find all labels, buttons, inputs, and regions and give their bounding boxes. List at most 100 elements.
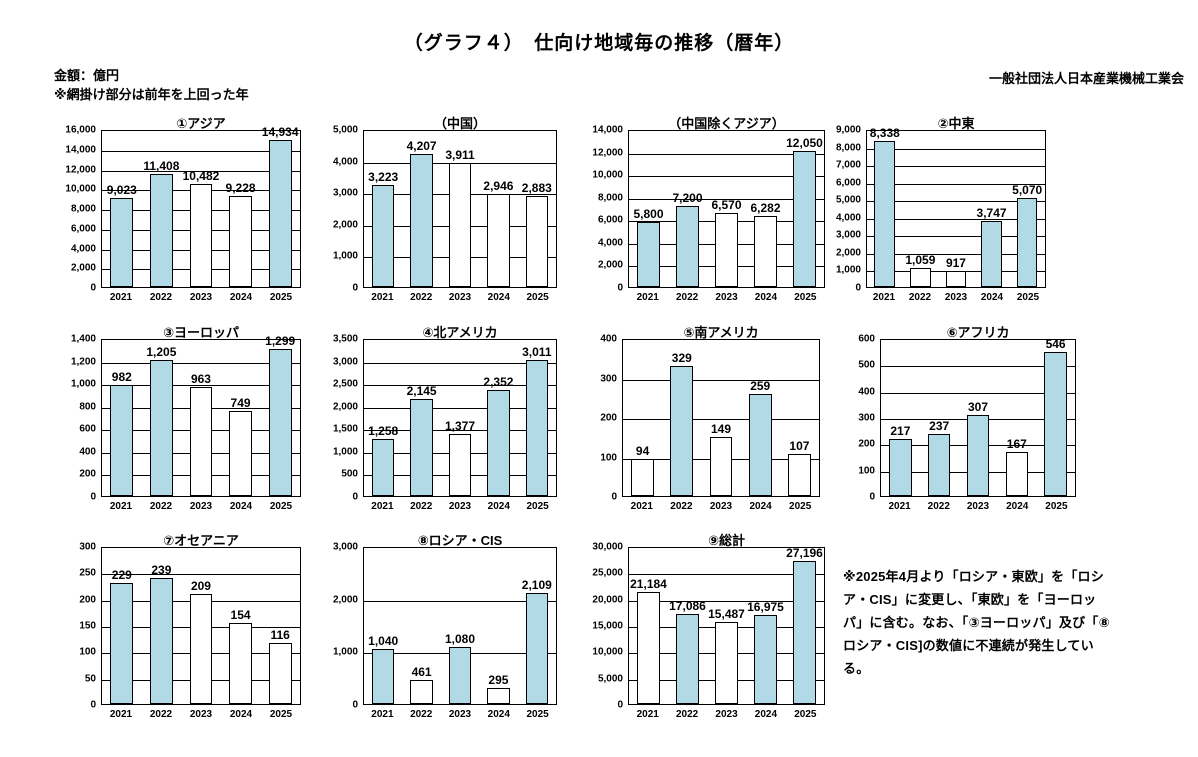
- bar-2023[interactable]: 1,377: [445, 419, 475, 496]
- gridline: [629, 176, 824, 178]
- plot-area-asia: 0 2,000 4,000 6,000 8,000 10,000 12,000 14,000 1…: [48, 125, 301, 310]
- bar-2021[interactable]: 3,223: [368, 170, 398, 287]
- x-tick-label: 2021: [109, 292, 133, 303]
- bar-2023[interactable]: 1,080: [445, 632, 475, 704]
- bar-slot: 1,258: [364, 340, 402, 496]
- bar-slot: 1,299: [260, 334, 300, 496]
- x-tick-label: 2021: [109, 501, 133, 512]
- gridline: [867, 218, 1045, 220]
- bar-slot: 17,086: [668, 548, 707, 704]
- bar-2023[interactable]: 917: [945, 256, 967, 287]
- bar-2024[interactable]: 9,228: [226, 181, 256, 287]
- bar-2022[interactable]: 237: [927, 419, 951, 496]
- y-tick-label: 400: [79, 446, 96, 458]
- bar-2025[interactable]: 3,011: [522, 345, 552, 496]
- bar-slot: 2,946: [479, 131, 517, 287]
- bar-2022[interactable]: 329: [670, 351, 694, 496]
- bar-2022[interactable]: 1,205: [146, 345, 176, 496]
- bar-2024[interactable]: 3,747: [977, 206, 1007, 287]
- bar-2021[interactable]: 982: [110, 370, 134, 496]
- x-tick-label: 2024: [1006, 501, 1029, 512]
- bar-value-label: 2,946: [483, 178, 514, 193]
- bar-2025[interactable]: 12,050: [786, 136, 823, 287]
- bar-2021[interactable]: 5,800: [633, 207, 664, 287]
- bar-2022[interactable]: 11,408: [143, 159, 179, 287]
- bar-2022[interactable]: 2,145: [407, 384, 437, 496]
- bar-2025[interactable]: 546: [1044, 337, 1067, 496]
- bar-2023[interactable]: 15,487: [708, 607, 745, 704]
- y-tick-label: 10,000: [592, 646, 623, 658]
- bar-2022[interactable]: 239: [149, 563, 173, 704]
- bar-2021[interactable]: 229: [110, 568, 134, 704]
- bar-value-label: 307: [967, 400, 988, 415]
- y-tick-label: 12,000: [65, 164, 96, 175]
- bar-value-label: 2,145: [406, 384, 437, 399]
- bar-slot: 15,487: [707, 548, 746, 704]
- bar-2024[interactable]: 154: [229, 608, 253, 704]
- y-tick-label: 3,000: [332, 187, 358, 199]
- bar-2025[interactable]: 27,196: [786, 546, 823, 704]
- bar-value-label: 5,070: [1012, 183, 1043, 197]
- bar-2023[interactable]: 3,911: [445, 148, 475, 287]
- bar-2021[interactable]: 9,023: [107, 183, 137, 287]
- bar-2022[interactable]: 1,059: [905, 253, 935, 287]
- bar-2025[interactable]: 5,070: [1012, 183, 1042, 287]
- bar-slot: 1,377: [441, 340, 479, 496]
- bar-2022[interactable]: 17,086: [669, 599, 706, 704]
- bar-2025[interactable]: 107: [788, 439, 811, 496]
- bar-2021[interactable]: 21,184: [630, 577, 667, 704]
- bar-slot: 7,200: [668, 131, 707, 287]
- bar-2024[interactable]: 295: [487, 673, 510, 704]
- bar-2023[interactable]: 149: [709, 422, 733, 496]
- bar-2024[interactable]: 259: [748, 379, 772, 496]
- bar-2023[interactable]: 6,570: [711, 198, 742, 287]
- y-tick-label: 16,000: [65, 124, 96, 136]
- bar-2025[interactable]: 2,109: [522, 578, 552, 704]
- bar-2021[interactable]: 8,338: [870, 126, 900, 287]
- bar-2023[interactable]: 209: [189, 579, 213, 704]
- bar-2025[interactable]: 2,883: [522, 181, 552, 287]
- bar-2021[interactable]: 1,040: [368, 634, 398, 704]
- bar-slot: 217: [881, 340, 920, 496]
- plot-box-middle-east: 8,338 1,059 917 3,747 5,070: [866, 126, 1046, 288]
- bar-value-label: 21,184: [630, 577, 667, 592]
- bar-slot: 3,911: [441, 131, 479, 287]
- bar-2023[interactable]: 963: [189, 372, 213, 496]
- bar-2021[interactable]: 217: [889, 424, 912, 496]
- bar-2025[interactable]: 14,934: [262, 125, 299, 287]
- bar-2024[interactable]: 6,282: [750, 201, 781, 287]
- bar-slot: 14,934: [260, 125, 300, 287]
- bar-value-label: 15,487: [708, 607, 745, 622]
- bar-2025[interactable]: 1,299: [265, 334, 295, 496]
- bar-2024[interactable]: 167: [1005, 437, 1029, 496]
- bar-2021[interactable]: 1,258: [368, 424, 398, 496]
- bar-value-label: 3,911: [445, 148, 475, 163]
- bar-2024[interactable]: 2,946: [483, 179, 513, 287]
- x-tick-label: 2022: [410, 292, 433, 303]
- bar-value-label: 546: [1045, 337, 1066, 352]
- y-tick-label: 4,000: [332, 156, 358, 168]
- gridline: [102, 170, 300, 172]
- plot-box-total: 21,184 17,086 15,487 16,975 27,196: [628, 546, 825, 705]
- bar-2022[interactable]: 4,207: [407, 139, 437, 287]
- x-tick-label: 2023: [448, 501, 472, 512]
- bar-2022[interactable]: 7,200: [672, 191, 703, 287]
- x-axis-asia-ex-china: 2021 2022 2023 2024 2025: [628, 292, 825, 303]
- bar-2022[interactable]: 461: [410, 665, 433, 704]
- bar-value-label: 295: [488, 673, 509, 688]
- x-tick-label: 2025: [794, 292, 817, 303]
- bar-2024[interactable]: 749: [229, 396, 253, 496]
- y-tick-label: 0: [855, 282, 861, 294]
- bar-value-label: 167: [1006, 437, 1027, 452]
- bar-2025[interactable]: 116: [268, 628, 292, 704]
- bar-2023[interactable]: 307: [966, 400, 990, 496]
- y-tick-label: 2,000: [332, 219, 358, 231]
- chart-title-total: ⑨総計: [707, 533, 745, 548]
- y-tick-label: 0: [352, 282, 358, 294]
- bar-2021[interactable]: 94: [631, 444, 654, 496]
- bar-2024[interactable]: 2,352: [483, 375, 513, 496]
- bar-2023[interactable]: 10,482: [183, 169, 219, 287]
- bar-2024[interactable]: 16,975: [747, 600, 784, 704]
- y-tick-label: 400: [600, 333, 617, 345]
- x-axis-south-america: 2021 2022 2023 2024 2025: [622, 501, 820, 512]
